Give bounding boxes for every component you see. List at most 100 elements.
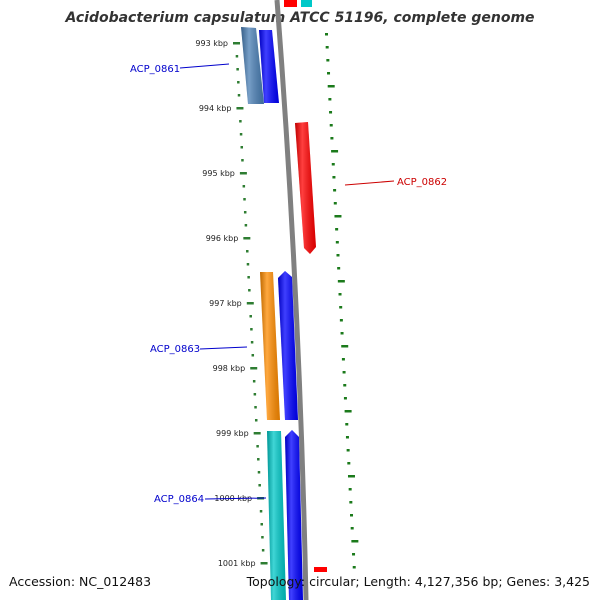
- ruler-minor-tick: [259, 510, 263, 513]
- ruler-minor-tick: [254, 406, 257, 409]
- accession-text: Accession: NC_012483: [9, 574, 152, 589]
- ruler-tick-label: 998 kbp: [213, 364, 246, 373]
- ruler-minor-tick: [236, 68, 239, 71]
- gc-dot: [330, 137, 334, 140]
- label-leader-acp0863: [199, 346, 248, 350]
- ruler-tick-label: 1001 kbp: [218, 559, 256, 568]
- feature-acp0864-gene-shade: [285, 430, 303, 600]
- feature-acp0864-cds-shade: [267, 431, 286, 600]
- feature-label-acp0861[interactable]: ACP_0861: [130, 64, 180, 75]
- feature-partial-cyan-top: [301, 0, 312, 7]
- gc-dot: [325, 46, 329, 49]
- ruler-minor-tick: [241, 159, 244, 162]
- feature-label-acp0863[interactable]: ACP_0863: [150, 344, 200, 355]
- gc-dot: [344, 410, 352, 413]
- ruler: 993 kbp 994 kbp 995 kbp 996 kbp 997 kbp 998 k…: [195, 39, 268, 568]
- feature-acp0861-gene-shade: [259, 30, 279, 103]
- gc-dot: [337, 280, 345, 283]
- ruler-tick-label: 996 kbp: [206, 234, 239, 243]
- ruler-major-tick: [246, 302, 254, 305]
- ruler-minor-tick: [247, 276, 250, 279]
- ruler-minor-tick: [237, 81, 240, 84]
- ruler-major-tick: [236, 107, 244, 110]
- genome-summary-text: Topology: circular; Length: 4,127,356 bp…: [246, 574, 590, 589]
- gc-dot: [345, 436, 349, 439]
- gc-dot: [337, 267, 341, 270]
- gc-dot: [331, 150, 339, 153]
- ruler-minor-tick: [244, 224, 248, 227]
- ruler-minor-tick: [252, 380, 256, 383]
- ruler-minor-tick: [253, 393, 257, 396]
- gc-dot: [352, 566, 356, 569]
- ruler-minor-tick: [251, 354, 255, 357]
- gc-dot: [333, 189, 337, 192]
- gc-dot: [350, 527, 354, 530]
- ruler-major-tick: [233, 42, 240, 45]
- gc-dot: [341, 358, 345, 361]
- feature-partial-red-bottom: [314, 567, 327, 572]
- gc-dot: [342, 371, 346, 374]
- gc-dot: [334, 215, 342, 218]
- feature-acp0862-gene-shade: [295, 122, 316, 254]
- gc-dot: [335, 241, 339, 244]
- ruler-minor-tick: [248, 289, 251, 292]
- gc-dot: [347, 475, 355, 478]
- gc-dot: [332, 176, 336, 179]
- gc-dot: [326, 59, 330, 62]
- ruler-major-tick: [260, 562, 268, 565]
- gc-dot: [335, 228, 339, 231]
- ruler-minor-tick: [237, 94, 241, 97]
- genome-backbone: [274, 0, 309, 600]
- ruler-minor-tick: [246, 263, 250, 266]
- ruler-minor-tick: [258, 484, 261, 487]
- feature-partial-red-top: [284, 0, 297, 7]
- gc-dot: [352, 553, 356, 556]
- gc-dot: [327, 72, 331, 75]
- ruler-major-tick: [253, 432, 261, 435]
- ruler-minor-tick: [260, 523, 263, 526]
- ruler-tick-label: 993 kbp: [195, 39, 228, 48]
- gc-dot: [343, 397, 347, 400]
- ruler-tick-label: 999 kbp: [216, 429, 249, 438]
- ruler-minor-tick: [254, 419, 258, 422]
- gc-dot: [329, 111, 333, 114]
- gc-dot: [341, 345, 349, 348]
- ruler-minor-tick: [235, 55, 239, 58]
- ruler-minor-tick: [239, 120, 242, 123]
- feature-label-acp0864[interactable]: ACP_0864: [154, 494, 204, 505]
- feature-label-acp0862[interactable]: ACP_0862: [397, 177, 447, 188]
- ruler-minor-tick: [257, 471, 261, 474]
- feature-acp0861-cds-shade: [241, 27, 264, 104]
- ruler-minor-tick: [243, 211, 247, 214]
- label-leader-acp0864: [204, 497, 267, 500]
- ruler-minor-tick: [250, 328, 253, 331]
- ruler-minor-tick: [257, 458, 260, 461]
- gc-dot: [350, 514, 354, 517]
- ruler-minor-tick: [249, 315, 252, 318]
- gc-dot: [339, 306, 343, 309]
- ruler-major-tick: [239, 172, 247, 175]
- ruler-minor-tick: [250, 341, 254, 344]
- gc-dot: [339, 319, 343, 322]
- gc-dots: [325, 33, 359, 569]
- ruler-minor-tick: [261, 536, 264, 539]
- gc-dot: [325, 33, 328, 36]
- ruler-tick-label: 994 kbp: [199, 104, 232, 113]
- ruler-minor-tick: [242, 185, 246, 188]
- ruler-major-tick: [250, 367, 258, 370]
- ruler-minor-tick: [256, 445, 259, 448]
- ruler-major-tick: [243, 237, 251, 240]
- gc-dot: [346, 449, 350, 452]
- gc-dot: [336, 254, 340, 257]
- feature-acp0863-cds-shade: [260, 272, 280, 420]
- ruler-tick-label: 997 kbp: [209, 299, 242, 308]
- label-leader-acp0862: [344, 180, 395, 186]
- gc-dot: [331, 163, 335, 166]
- gc-dot: [329, 124, 333, 127]
- gc-dot: [345, 423, 349, 426]
- gc-dot: [349, 501, 353, 504]
- gc-dot: [328, 98, 332, 101]
- gc-dot: [351, 540, 359, 543]
- ruler-tick-label: 995 kbp: [202, 169, 235, 178]
